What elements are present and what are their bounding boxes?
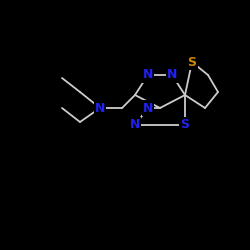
Text: N: N bbox=[143, 102, 153, 114]
Text: S: S bbox=[188, 56, 196, 68]
Text: N: N bbox=[130, 118, 140, 132]
Text: S: S bbox=[180, 118, 190, 132]
Text: N: N bbox=[143, 68, 153, 82]
Text: N: N bbox=[167, 68, 177, 82]
Text: N: N bbox=[95, 102, 105, 114]
